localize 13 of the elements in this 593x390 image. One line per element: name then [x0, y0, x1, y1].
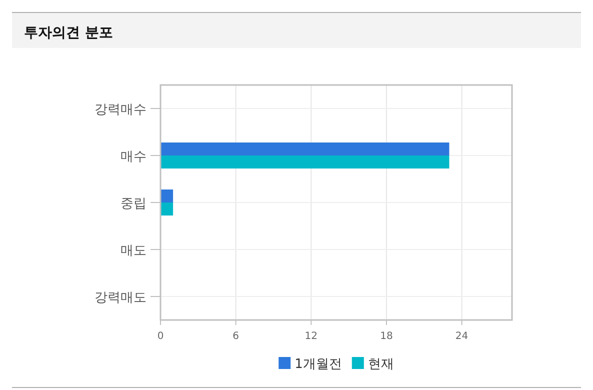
x-tick-label: 24 — [455, 331, 468, 342]
x-tick-label: 18 — [380, 331, 393, 342]
y-tick-label: 매도 — [120, 244, 146, 258]
y-tick-label: 매수 — [120, 150, 146, 164]
legend-label: 현재 — [368, 357, 394, 372]
chart-title: 투자의견 분포 — [24, 25, 113, 41]
legend-label: 1개월전 — [294, 357, 342, 372]
y-tick-label: 강력매수 — [94, 102, 146, 118]
x-tick-label: 6 — [232, 331, 240, 342]
y-tick-label: 강력매도 — [94, 290, 146, 306]
x-tick-label: 0 — [157, 331, 164, 342]
y-tick-label: 중립 — [120, 196, 146, 212]
x-tick-label: 12 — [304, 331, 318, 342]
